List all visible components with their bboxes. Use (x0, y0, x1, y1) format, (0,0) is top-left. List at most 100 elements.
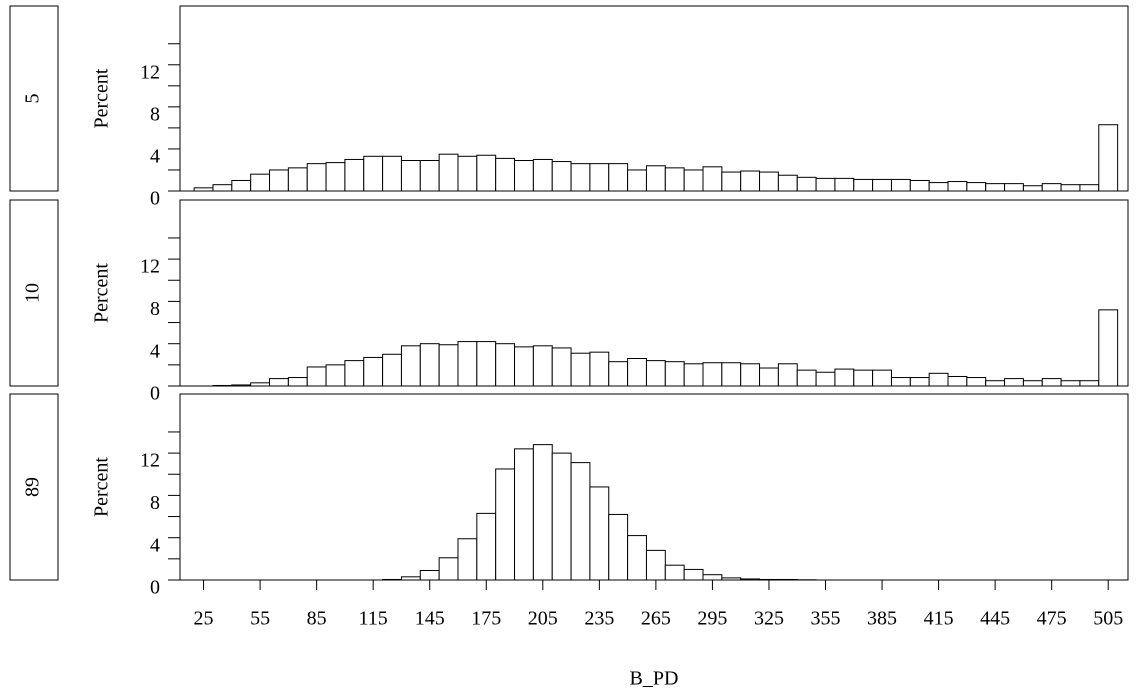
bar (966, 377, 987, 387)
x-axis-label: B_PD (630, 668, 679, 690)
bar (532, 158, 553, 192)
bar (476, 341, 497, 387)
bar (985, 380, 1006, 387)
bar (664, 564, 685, 581)
bar (1079, 184, 1100, 192)
bar (1041, 183, 1062, 192)
bar (853, 369, 874, 387)
bar (438, 153, 459, 192)
bar (476, 154, 497, 192)
x-tick-label: 145 (415, 608, 445, 630)
bar (627, 169, 647, 192)
bar (589, 486, 610, 581)
bar (344, 158, 365, 192)
bar (777, 363, 798, 387)
bar (419, 569, 440, 581)
x-tick-label: 295 (697, 608, 727, 630)
x-tick-label: 265 (641, 608, 671, 630)
group-label: 89 (22, 477, 44, 497)
bar (890, 178, 911, 192)
bar (947, 181, 968, 192)
y-tick-label: 12 (140, 61, 160, 83)
bar (1098, 309, 1119, 387)
bar (909, 179, 930, 192)
bar (1022, 185, 1043, 192)
bar (570, 462, 591, 581)
plot-frame (179, 5, 1129, 192)
bar (872, 369, 892, 387)
bar (702, 574, 723, 581)
bar (551, 452, 572, 581)
x-tick-label: 115 (359, 608, 388, 630)
bar (815, 371, 836, 387)
bar (834, 177, 855, 192)
x-tick-label: 175 (471, 608, 501, 630)
y-tick-label: 4 (150, 340, 160, 362)
bar (344, 360, 365, 387)
bar (532, 345, 553, 387)
x-tick-label: 85 (307, 608, 327, 630)
bar (627, 535, 647, 581)
bar (608, 513, 629, 581)
y-tick-label: 0 (150, 383, 160, 405)
bar (514, 448, 534, 581)
y-tick-label: 8 (150, 492, 160, 514)
bar (495, 468, 516, 581)
x-tick-label: 325 (754, 608, 784, 630)
bar (1022, 380, 1043, 387)
bar (1004, 378, 1024, 387)
bar (438, 557, 459, 581)
bar (1041, 378, 1062, 387)
y-tick-label: 0 (150, 188, 160, 210)
bar (589, 351, 610, 387)
y-tick-label: 0 (150, 577, 160, 599)
bar (306, 163, 327, 192)
bar (419, 343, 440, 387)
bar (985, 183, 1006, 192)
bar (551, 161, 572, 192)
bar (457, 538, 478, 581)
bar (759, 171, 779, 192)
plot-frame (179, 393, 1129, 581)
bar (740, 363, 761, 387)
x-tick-label: 505 (1093, 608, 1123, 630)
bar (872, 178, 892, 192)
bar (457, 341, 478, 387)
y-tick-label: 4 (150, 146, 160, 168)
bar (419, 160, 440, 192)
bar (796, 369, 817, 387)
bar (551, 347, 572, 387)
bar (1079, 380, 1100, 387)
bar (457, 155, 478, 192)
x-tick-label: 25 (194, 608, 214, 630)
y-tick-label: 12 (140, 256, 160, 278)
x-tick-label: 385 (867, 608, 897, 630)
bar (269, 169, 289, 192)
bar (608, 163, 629, 192)
bar (683, 169, 704, 192)
bar (721, 171, 742, 192)
bar (702, 166, 723, 192)
bar (645, 360, 666, 387)
bar (702, 362, 723, 387)
bar (212, 184, 233, 192)
bar (363, 356, 384, 387)
y-axis-label: Percent (91, 68, 113, 128)
bar (645, 165, 666, 192)
bar (495, 157, 516, 192)
y-tick-label: 8 (150, 103, 160, 125)
bar (664, 167, 685, 192)
x-tick-label: 55 (250, 608, 270, 630)
y-tick-label: 12 (140, 450, 160, 472)
x-tick-label: 475 (1037, 608, 1067, 630)
bar (721, 362, 742, 387)
bar (570, 352, 591, 387)
group-box (9, 5, 59, 192)
group-label: 10 (22, 283, 44, 303)
x-tick-label: 235 (584, 608, 614, 630)
x-tick-label: 445 (980, 608, 1010, 630)
group-box (9, 393, 59, 581)
bar (476, 512, 497, 581)
bar (495, 343, 516, 387)
